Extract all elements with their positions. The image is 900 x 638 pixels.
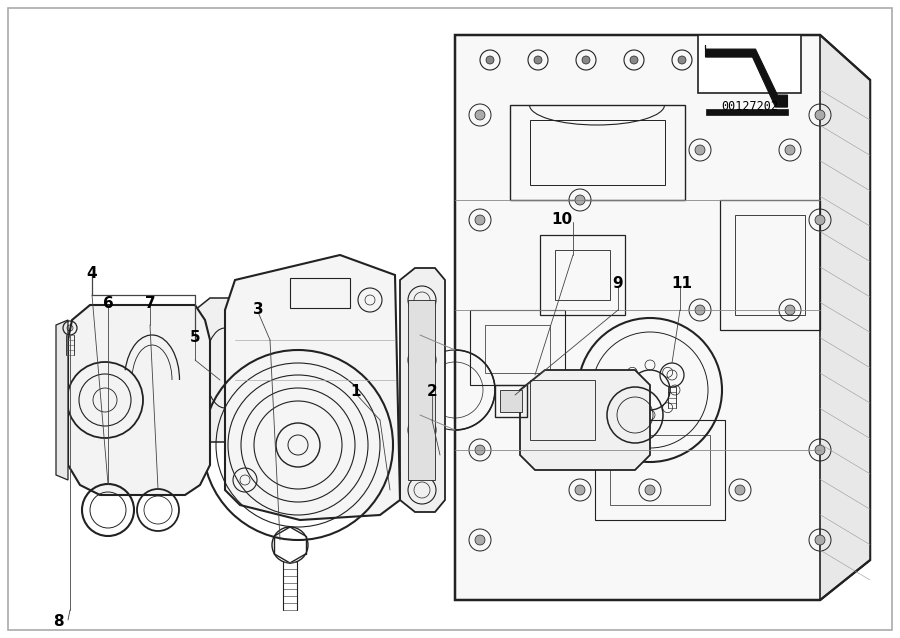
Text: 8: 8	[53, 614, 63, 630]
Polygon shape	[400, 268, 445, 512]
Polygon shape	[820, 35, 870, 600]
Circle shape	[678, 56, 686, 64]
Polygon shape	[225, 255, 400, 520]
Bar	[290, 278, 350, 308]
Text: 1: 1	[351, 385, 361, 399]
Circle shape	[695, 145, 705, 155]
Text: 00127202: 00127202	[721, 100, 778, 113]
Circle shape	[475, 110, 485, 120]
Bar	[698, 35, 801, 93]
Circle shape	[815, 445, 825, 455]
Circle shape	[582, 56, 590, 64]
Circle shape	[475, 215, 485, 225]
Bar	[555, 250, 610, 300]
Circle shape	[815, 535, 825, 545]
Polygon shape	[408, 300, 435, 480]
Circle shape	[785, 305, 795, 315]
Polygon shape	[455, 35, 870, 600]
Polygon shape	[706, 45, 788, 107]
Bar	[720, 200, 820, 330]
Polygon shape	[706, 109, 788, 115]
Circle shape	[575, 195, 585, 205]
Text: 3: 3	[253, 302, 264, 318]
Bar	[540, 235, 625, 315]
Text: 6: 6	[103, 295, 113, 311]
Bar	[530, 120, 665, 185]
Text: 2: 2	[427, 385, 437, 399]
Circle shape	[486, 56, 494, 64]
Circle shape	[735, 485, 745, 495]
Circle shape	[774, 56, 782, 64]
Bar	[500, 390, 522, 412]
Bar	[530, 380, 595, 440]
Bar	[495, 385, 527, 417]
Circle shape	[645, 485, 655, 495]
Text: 9: 9	[613, 276, 624, 292]
Text: 7: 7	[145, 295, 156, 311]
Polygon shape	[520, 370, 650, 470]
Bar	[470, 310, 565, 385]
Circle shape	[815, 215, 825, 225]
Circle shape	[785, 145, 795, 155]
Polygon shape	[195, 298, 255, 442]
Circle shape	[575, 485, 585, 495]
Circle shape	[475, 445, 485, 455]
Circle shape	[475, 535, 485, 545]
Bar	[735, 215, 805, 315]
Text: 5: 5	[190, 330, 201, 346]
Bar	[595, 420, 725, 520]
Circle shape	[534, 56, 542, 64]
Bar	[510, 105, 685, 200]
Text: 4: 4	[86, 265, 97, 281]
Bar	[610, 435, 710, 505]
Polygon shape	[68, 305, 210, 495]
Circle shape	[815, 110, 825, 120]
Text: 10: 10	[552, 212, 572, 228]
Circle shape	[695, 305, 705, 315]
Circle shape	[630, 56, 638, 64]
Text: 11: 11	[671, 276, 692, 292]
Polygon shape	[56, 320, 68, 480]
Circle shape	[726, 56, 734, 64]
Bar	[485, 325, 550, 373]
